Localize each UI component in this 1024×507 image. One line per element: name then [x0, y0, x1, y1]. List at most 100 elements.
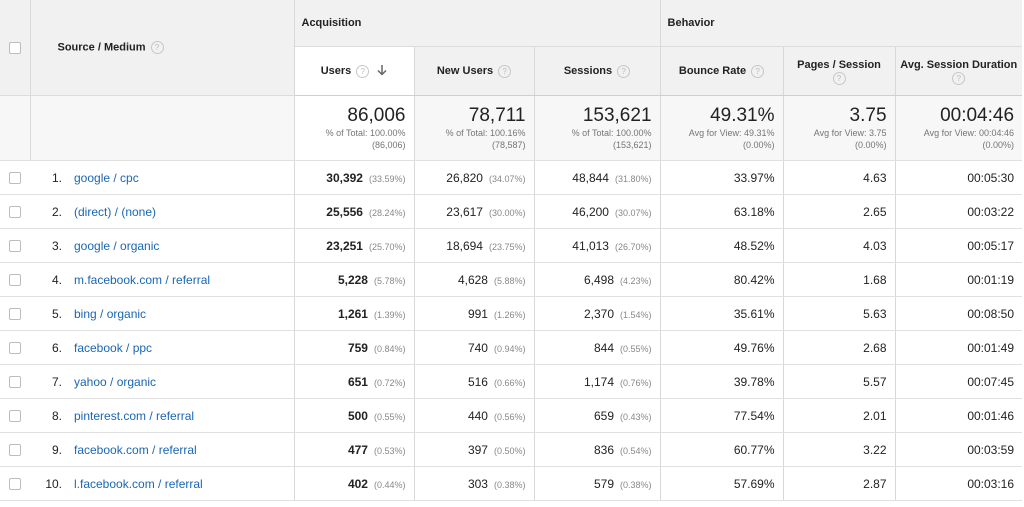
totals-users: 86,006 % of Total: 100.00% (86,006): [294, 95, 415, 161]
totals-bounce-rate-note: Avg for View: 49.31%: [688, 128, 775, 138]
row-checkbox[interactable]: [9, 410, 21, 423]
help-icon[interactable]: ?: [617, 64, 631, 78]
table-row: 4. m.facebook.com / referral 5,228 (5.78%)…: [0, 262, 1023, 297]
row-index: 10.: [45, 476, 62, 491]
totals-bounce-rate: 49.31% Avg for View: 49.31% (0.00%): [660, 95, 784, 161]
row-checkbox-cell: [0, 364, 30, 399]
new-users-cell: 991 (1.26%): [414, 296, 535, 331]
row-checkbox[interactable]: [9, 478, 21, 491]
pages-session-cell: 4.03: [783, 228, 896, 263]
help-icon[interactable]: ?: [952, 71, 966, 85]
totals-bounce-rate-value: 49.31%: [710, 105, 775, 126]
totals-bounce-rate-base: (0.00%): [743, 140, 775, 150]
row-checkbox[interactable]: [9, 342, 21, 355]
duration-cell: 00:01:46: [895, 398, 1023, 433]
source-medium-link[interactable]: yahoo / organic: [74, 374, 157, 389]
duration-cell: 00:05:17: [895, 228, 1023, 263]
users-percent: (0.44%): [373, 479, 406, 490]
bounce-rate-cell: 39.78%: [660, 364, 784, 399]
row-checkbox-cell: [0, 228, 30, 263]
row-checkbox[interactable]: [9, 444, 21, 457]
bounce-rate-column-header[interactable]: Bounce Rate?: [660, 46, 784, 96]
sessions-value: 1,174: [583, 374, 614, 389]
sessions-value: 2,370: [583, 306, 614, 321]
row-checkbox[interactable]: [9, 172, 21, 185]
source-medium-link[interactable]: facebook.com / referral: [74, 442, 197, 457]
users-value: 5,228: [337, 272, 368, 287]
source-medium-link[interactable]: facebook / ppc: [74, 340, 153, 355]
new-users-value: 18,694: [446, 238, 483, 253]
new-users-value: 516: [467, 374, 488, 389]
help-icon[interactable]: ?: [356, 64, 370, 78]
help-icon[interactable]: ?: [150, 41, 164, 54]
row-checkbox-cell: [0, 160, 30, 195]
row-index: 9.: [51, 442, 62, 457]
source-medium-header[interactable]: Source / Medium?: [30, 0, 295, 96]
source-cell: 1. google / cpc: [30, 160, 295, 195]
source-cell: 8. pinterest.com / referral: [30, 398, 295, 433]
sessions-cell: 46,200 (30.07%): [534, 194, 661, 229]
sessions-value: 836: [593, 442, 614, 457]
totals-pages-session: 3.75 Avg for View: 3.75 (0.00%): [783, 95, 896, 161]
pages-session-cell: 2.87: [783, 466, 896, 501]
sessions-cell: 6,498 (4.23%): [534, 262, 661, 297]
sessions-cell: 579 (0.38%): [534, 466, 661, 501]
help-icon[interactable]: ?: [498, 64, 512, 78]
row-checkbox[interactable]: [9, 376, 21, 389]
row-checkbox-cell: [0, 466, 30, 501]
totals-users-note: % of Total: 100.00%: [325, 128, 406, 138]
help-icon[interactable]: ?: [751, 64, 765, 78]
select-all-checkbox[interactable]: [8, 41, 21, 54]
totals-duration-value: 00:04:46: [940, 105, 1015, 126]
new-users-column-header[interactable]: New Users?: [414, 46, 535, 96]
source-cell: 2. (direct) / (none): [30, 194, 295, 229]
source-medium-link[interactable]: l.facebook.com / referral: [74, 476, 203, 491]
source-medium-link[interactable]: pinterest.com / referral: [74, 408, 195, 423]
totals-pages-session-base: (0.00%): [855, 140, 887, 150]
users-value: 500: [347, 408, 368, 423]
new-users-value: 303: [467, 476, 488, 491]
totals-duration-note: Avg for View: 00:04:46: [923, 128, 1015, 138]
new-users-cell: 440 (0.56%): [414, 398, 535, 433]
source-medium-link[interactable]: google / organic: [74, 238, 160, 253]
source-medium-link[interactable]: google / cpc: [74, 170, 139, 185]
totals-blank-cell: [0, 95, 31, 161]
row-checkbox-cell: [0, 398, 30, 433]
source-medium-link[interactable]: bing / organic: [74, 306, 147, 321]
sort-descending-icon[interactable]: [377, 64, 387, 79]
row-index: 4.: [51, 272, 62, 287]
duration-cell: 00:03:16: [895, 466, 1023, 501]
pages-session-cell: 2.65: [783, 194, 896, 229]
source-medium-link[interactable]: (direct) / (none): [74, 204, 157, 219]
sessions-column-header[interactable]: Sessions?: [534, 46, 661, 96]
help-icon[interactable]: ?: [832, 71, 846, 85]
avg-session-duration-column-header[interactable]: Avg. Session Duration?: [895, 46, 1023, 96]
duration-cell: 00:05:30: [895, 160, 1023, 195]
users-value: 23,251: [326, 238, 363, 253]
row-checkbox[interactable]: [9, 206, 21, 219]
users-percent: (5.78%): [373, 275, 406, 286]
users-value: 402: [347, 476, 368, 491]
users-column-header[interactable]: Users?: [294, 46, 415, 96]
users-cell: 759 (0.84%): [294, 330, 415, 365]
new-users-value: 740: [467, 340, 488, 355]
table-row: 2. (direct) / (none) 25,556 (28.24%) 23,61…: [0, 194, 1023, 229]
source-medium-link[interactable]: m.facebook.com / referral: [74, 272, 211, 287]
users-value: 30,392: [326, 170, 363, 185]
users-column-label: Users: [320, 65, 352, 77]
row-checkbox[interactable]: [9, 274, 21, 287]
users-value: 651: [347, 374, 368, 389]
select-all-cell: [0, 0, 31, 96]
row-checkbox[interactable]: [9, 240, 21, 253]
sessions-cell: 1,174 (0.76%): [534, 364, 661, 399]
bounce-rate-cell: 33.97%: [660, 160, 784, 195]
row-checkbox[interactable]: [9, 308, 21, 321]
sessions-value: 659: [593, 408, 614, 423]
pages-session-column-header[interactable]: Pages / Session?: [783, 46, 896, 96]
totals-sessions-base: (153,621): [612, 140, 652, 150]
new-users-cell: 23,617 (30.00%): [414, 194, 535, 229]
new-users-percent: (34.07%): [488, 173, 526, 184]
bounce-rate-column-label: Bounce Rate: [678, 65, 747, 77]
sessions-percent: (0.76%): [620, 377, 652, 388]
